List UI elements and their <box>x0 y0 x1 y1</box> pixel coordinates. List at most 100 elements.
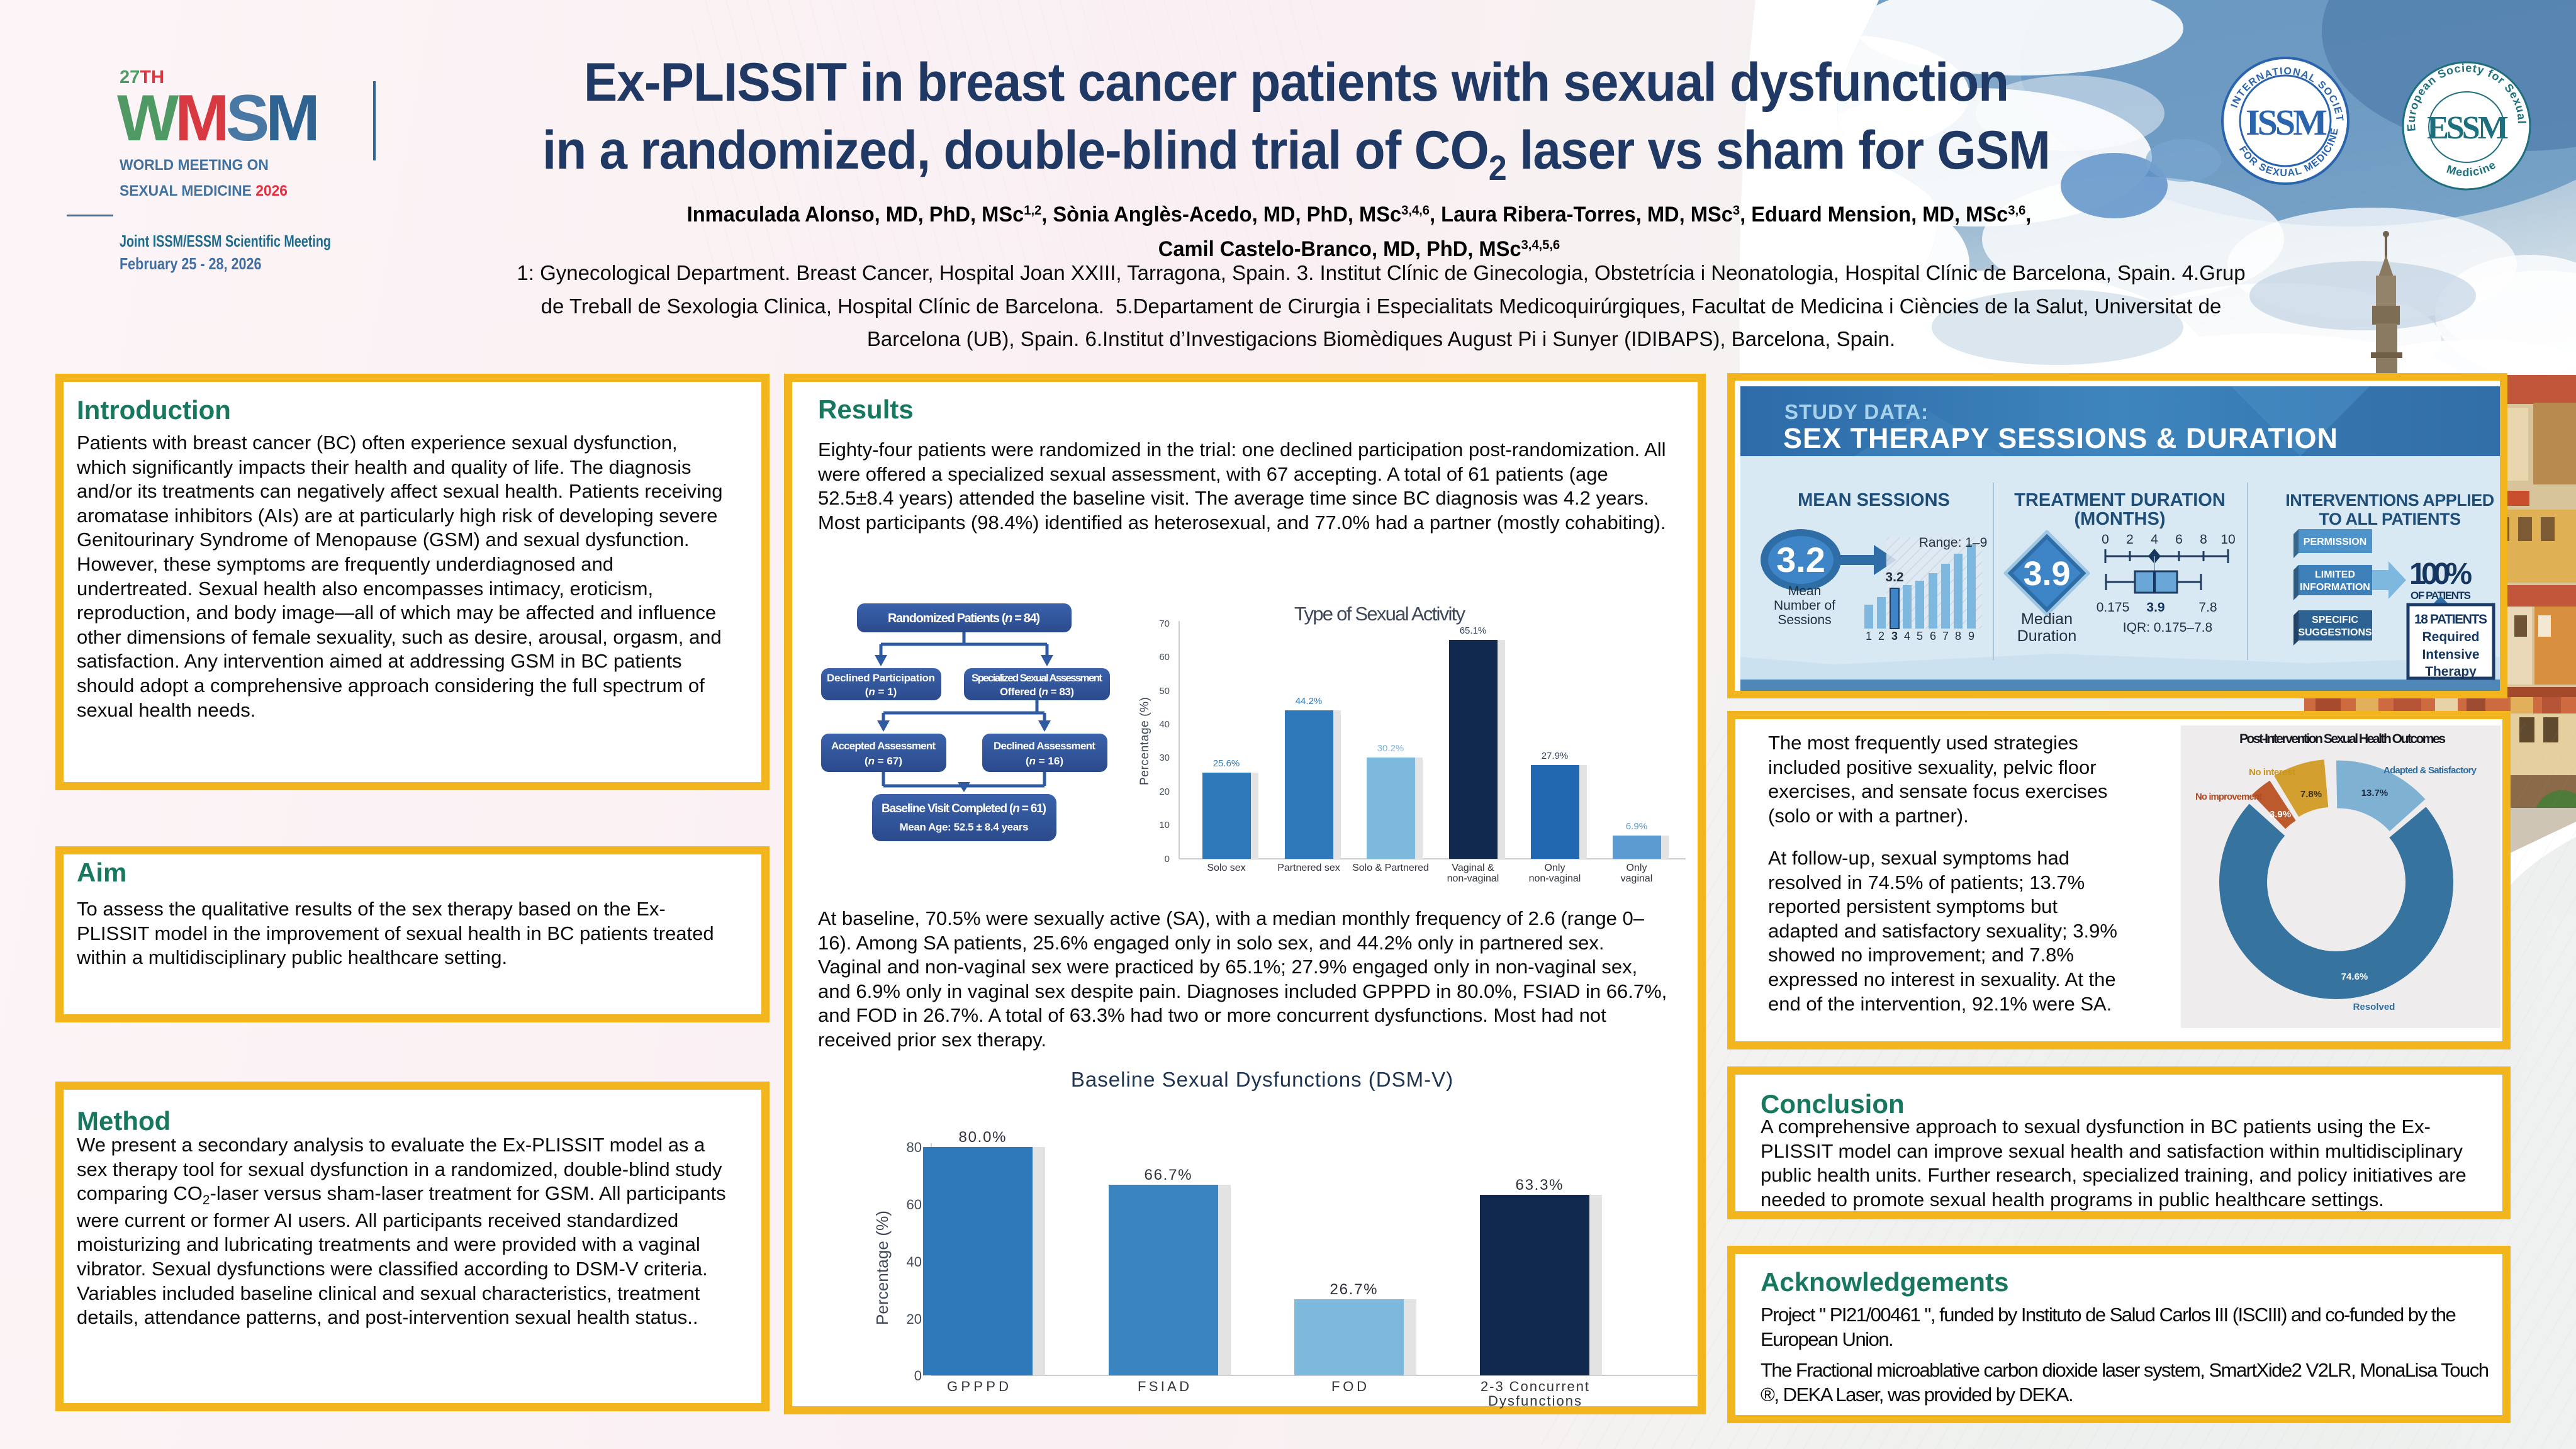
svg-text:Mean: Mean <box>1788 584 1822 598</box>
svg-text:70: 70 <box>1159 618 1170 629</box>
svg-text:Declined Assessment: Declined Assessment <box>994 740 1095 752</box>
svg-text:SUGGESTIONS: SUGGESTIONS <box>2298 627 2372 638</box>
svg-text:0: 0 <box>914 1368 922 1384</box>
svg-text:Accepted Assessment: Accepted Assessment <box>831 740 936 752</box>
svg-text:9: 9 <box>1968 630 1974 642</box>
svg-text:0.175: 0.175 <box>2097 600 2130 615</box>
svg-text:Vaginal &: Vaginal & <box>1452 863 1494 873</box>
svg-text:TO ALL PATIENTS: TO ALL PATIENTS <box>2319 510 2460 529</box>
svg-text:40: 40 <box>1159 719 1170 730</box>
svg-text:OF PATIENTS: OF PATIENTS <box>2411 590 2471 601</box>
svg-text:non-vaginal: non-vaginal <box>1529 873 1581 884</box>
svg-text:100%: 100% <box>2409 557 2472 591</box>
svg-text:(n = 16): (n = 16) <box>1026 755 1063 767</box>
svg-text:SEX THERAPY SESSIONS & DURATIO: SEX THERAPY SESSIONS & DURATION <box>1783 422 2338 454</box>
svg-text:Required: Required <box>2422 630 2479 644</box>
svg-text:60: 60 <box>1159 652 1170 663</box>
svg-text:Therapy: Therapy <box>2425 664 2477 679</box>
svg-text:MEAN SESSIONS: MEAN SESSIONS <box>1798 490 1950 510</box>
svg-text:Post-Intervention Sexual Healt: Post-Intervention Sexual Health Outcomes <box>2239 732 2446 746</box>
svg-text:26.7%: 26.7% <box>1330 1281 1377 1298</box>
svg-text:No improvement: No improvement <box>2195 792 2262 802</box>
svg-text:Percentage (%): Percentage (%) <box>873 1211 892 1325</box>
svg-text:Number of: Number of <box>1774 598 1835 613</box>
svg-text:13.7%: 13.7% <box>2361 788 2388 798</box>
svg-text:25.6%: 25.6% <box>1213 758 1240 769</box>
svg-text:7.8: 7.8 <box>2198 600 2217 615</box>
svg-text:ESSM: ESSM <box>2427 110 2508 146</box>
svg-text:FSIAD: FSIAD <box>1138 1379 1189 1394</box>
svg-text:Type of Sexual Activity: Type of Sexual Activity <box>1294 603 1466 625</box>
svg-text:TREATMENT DURATION: TREATMENT DURATION <box>2014 490 2226 510</box>
svg-text:6: 6 <box>2175 532 2183 547</box>
svg-text:Adapted & Satisfactory: Adapted & Satisfactory <box>2383 765 2477 776</box>
svg-text:3.2: 3.2 <box>1885 570 1903 585</box>
svg-text:3.9: 3.9 <box>2146 600 2164 615</box>
svg-text:80: 80 <box>907 1139 922 1155</box>
svg-text:FOD: FOD <box>1331 1379 1367 1394</box>
svg-text:60: 60 <box>907 1197 922 1212</box>
svg-text:Duration: Duration <box>2017 627 2077 645</box>
svg-text:2-3 Concurrent: 2-3 Concurrent <box>1481 1379 1589 1394</box>
svg-text:66.7%: 66.7% <box>1145 1166 1192 1183</box>
svg-text:Intensive: Intensive <box>2422 647 2479 662</box>
svg-text:27.9%: 27.9% <box>1542 751 1569 761</box>
svg-text:(n = 67): (n = 67) <box>865 755 902 767</box>
svg-text:Dysfunctions: Dysfunctions <box>1488 1393 1581 1409</box>
svg-text:Resolved: Resolved <box>2353 1002 2395 1012</box>
svg-text:Specialized Sexual Assessment: Specialized Sexual Assessment <box>972 672 1102 684</box>
svg-text:0: 0 <box>1165 854 1170 864</box>
svg-text:3.9: 3.9 <box>2023 555 2070 593</box>
svg-text:44.2%: 44.2% <box>1296 696 1323 707</box>
svg-text:10: 10 <box>2220 532 2235 547</box>
svg-text:8: 8 <box>1955 630 1961 642</box>
svg-text:Partnered sex: Partnered sex <box>1277 863 1340 873</box>
svg-text:7.8%: 7.8% <box>2300 789 2322 800</box>
svg-text:IQR: 0.175–7.8: IQR: 0.175–7.8 <box>2123 620 2212 635</box>
svg-text:3: 3 <box>1891 630 1898 642</box>
svg-text:20: 20 <box>1159 786 1170 797</box>
svg-text:Solo sex: Solo sex <box>1207 863 1245 873</box>
svg-text:3.2: 3.2 <box>1776 540 1825 579</box>
svg-text:ISSM: ISSM <box>2246 102 2327 143</box>
svg-text:Range: 1–9: Range: 1–9 <box>1919 535 1988 550</box>
svg-text:0: 0 <box>2102 532 2109 547</box>
svg-text:30: 30 <box>1159 752 1170 763</box>
svg-text:7: 7 <box>1942 630 1949 642</box>
svg-text:Offered (n = 83): Offered (n = 83) <box>1000 686 1074 698</box>
svg-text:2: 2 <box>1878 630 1884 642</box>
svg-text:80.0%: 80.0% <box>959 1129 1006 1146</box>
svg-text:Baseline Visit Completed (n =: Baseline Visit Completed (n = 61) <box>882 802 1046 815</box>
svg-text:Randomized Patients (n = 84): Randomized Patients (n = 84) <box>888 612 1040 625</box>
svg-text:GPPPD: GPPPD <box>947 1379 1009 1394</box>
svg-text:Solo & Partnered: Solo & Partnered <box>1352 863 1429 873</box>
svg-text:(n = 1): (n = 1) <box>865 686 897 698</box>
svg-text:non-vaginal: non-vaginal <box>1447 873 1499 884</box>
svg-text:PERMISSION: PERMISSION <box>2304 537 2366 547</box>
svg-text:10: 10 <box>1159 820 1170 831</box>
svg-text:Mean Age: 52.5 ± 8.4 years: Mean Age: 52.5 ± 8.4 years <box>900 821 1029 833</box>
svg-text:40: 40 <box>907 1254 922 1270</box>
svg-text:Declined Participation: Declined Participation <box>827 672 935 684</box>
svg-text:18 PATIENTS: 18 PATIENTS <box>2414 612 2487 627</box>
svg-text:Sessions: Sessions <box>1778 613 1831 627</box>
svg-text:INTERVENTIONS APPLIED: INTERVENTIONS APPLIED <box>2285 491 2494 510</box>
svg-text:6.9%: 6.9% <box>1626 821 1647 832</box>
svg-text:6: 6 <box>1930 630 1936 642</box>
svg-text:Only: Only <box>1627 863 1647 873</box>
svg-text:Baseline Sexual Dysfunctions (: Baseline Sexual Dysfunctions (DSM-V) <box>1071 1068 1453 1091</box>
svg-text:SPECIFIC: SPECIFIC <box>2312 615 2358 625</box>
svg-text:Percentage (%): Percentage (%) <box>1138 697 1151 785</box>
svg-text:30.2%: 30.2% <box>1377 743 1404 754</box>
svg-text:Only: Only <box>1545 863 1565 873</box>
svg-text:No interest: No interest <box>2249 767 2295 778</box>
svg-text:1: 1 <box>1866 630 1872 642</box>
svg-text:63.3%: 63.3% <box>1516 1177 1563 1194</box>
svg-text:4: 4 <box>2151 532 2158 547</box>
svg-text:(MONTHS): (MONTHS) <box>2075 509 2166 529</box>
svg-text:20: 20 <box>907 1311 922 1327</box>
svg-text:3.9%: 3.9% <box>2270 809 2291 820</box>
svg-text:STUDY DATA:: STUDY DATA: <box>1784 400 1929 423</box>
svg-text:50: 50 <box>1159 686 1170 697</box>
svg-text:2: 2 <box>2126 532 2134 547</box>
